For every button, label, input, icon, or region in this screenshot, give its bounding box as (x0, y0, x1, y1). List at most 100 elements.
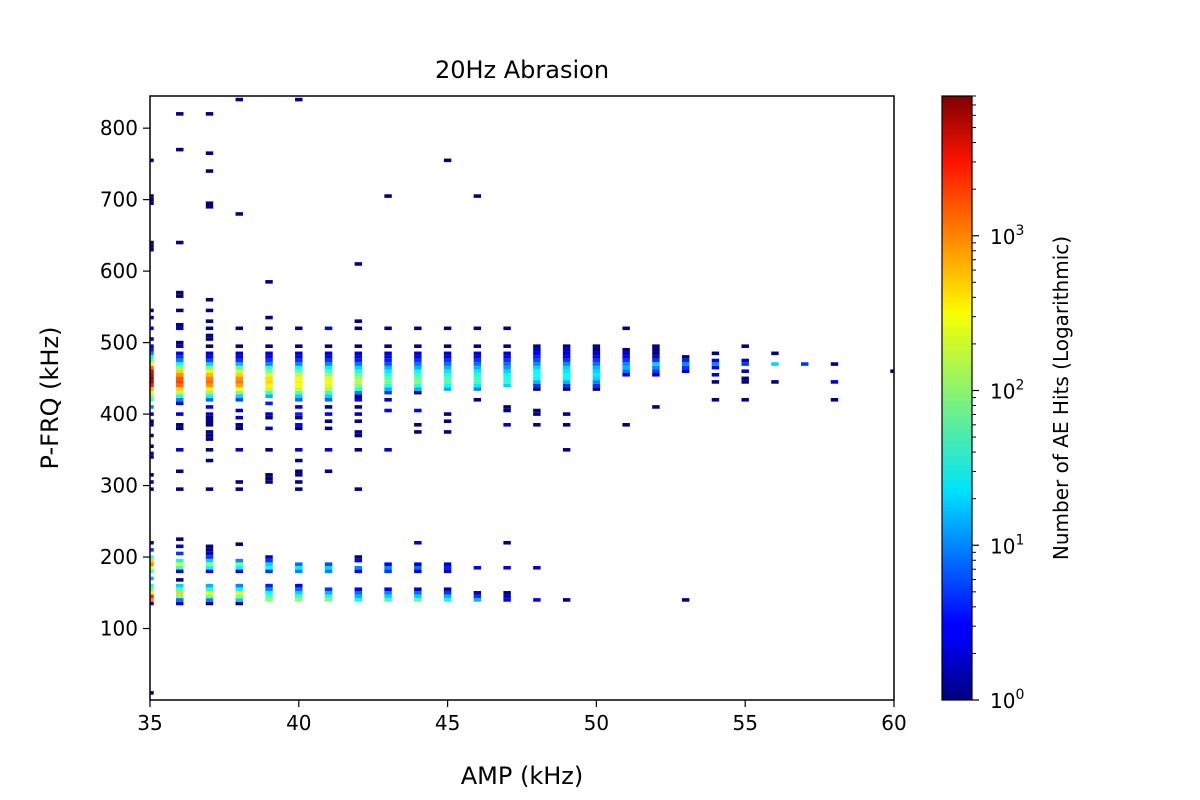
heatmap-cell (384, 390, 392, 395)
heatmap-cell (150, 351, 154, 356)
heatmap-cell (235, 372, 243, 377)
heatmap-cell (503, 351, 511, 356)
y-tick-label: 800 (100, 116, 138, 140)
heatmap-cell (205, 598, 214, 602)
heatmap-cell (384, 594, 392, 599)
heatmap-cell (562, 358, 571, 363)
heatmap-cell (354, 387, 363, 391)
heatmap-cell (384, 562, 392, 566)
heatmap-cell (205, 372, 214, 377)
heatmap-cell (324, 565, 333, 570)
heatmap-cell (150, 383, 154, 388)
heatmap-cell (176, 601, 184, 606)
heatmap-cell (176, 412, 184, 416)
heatmap-cell (384, 365, 392, 370)
heatmap-cell (150, 362, 154, 366)
heatmap-cell (354, 598, 363, 602)
heatmap-cell (622, 351, 630, 356)
x-axis-label: AMP (kHz) (461, 762, 584, 790)
heatmap-cell (235, 583, 243, 588)
heatmap-cell (150, 412, 154, 416)
heatmap-cell (354, 587, 363, 591)
y-tick-label: 300 (100, 474, 138, 498)
heatmap-cell (503, 372, 511, 377)
heatmap-cell (324, 405, 333, 409)
heatmap-cell (771, 362, 779, 366)
heatmap-cell (443, 419, 452, 424)
heatmap-cell (205, 344, 214, 348)
heatmap-cell (711, 398, 720, 402)
heatmap-cell (503, 365, 511, 370)
heatmap-cell (384, 565, 392, 570)
heatmap-cell (295, 365, 303, 370)
heatmap-cell (622, 326, 630, 331)
heatmap-cell (295, 351, 303, 356)
x-axis: 35 40 45 50 55 60 (137, 700, 907, 735)
heatmap-cell (205, 380, 214, 384)
heatmap-cell (150, 387, 154, 391)
heatmap-cell (414, 326, 422, 331)
heatmap-cell (622, 369, 630, 373)
heatmap-cell (533, 565, 541, 570)
heatmap-cell (533, 351, 541, 356)
heatmap-cell (503, 423, 511, 427)
heatmap-cell (741, 398, 749, 402)
heatmap-cell (235, 355, 243, 359)
heatmap-cell (533, 380, 541, 384)
heatmap-cell (235, 398, 243, 402)
heatmap-cell (265, 369, 273, 373)
heatmap-cell (235, 380, 243, 384)
heatmap-cell (384, 194, 392, 198)
heatmap-cell (414, 369, 422, 373)
heatmap-cell (235, 565, 243, 570)
heatmap-cell (354, 376, 363, 381)
heatmap-cell (235, 383, 243, 388)
heatmap-cell (324, 412, 333, 416)
heatmap-cell (473, 565, 482, 570)
heatmap-cell (235, 212, 243, 216)
heatmap-cell (354, 412, 363, 416)
heatmap-cell (324, 355, 333, 359)
heatmap-cell (562, 598, 571, 602)
heatmap-cell (681, 598, 690, 602)
heatmap-cell (235, 487, 243, 491)
heatmap-cell (384, 408, 392, 413)
heatmap-cell (354, 590, 363, 595)
heatmap-cell (150, 558, 154, 563)
heatmap-cell (592, 344, 601, 348)
heatmap-cell (176, 369, 184, 373)
heatmap-cell (150, 369, 154, 373)
heatmap-cell (384, 326, 392, 331)
heatmap-cell (235, 562, 243, 566)
heatmap-cell (150, 569, 154, 574)
x-tick-label: 35 (137, 711, 162, 735)
heatmap-cell (205, 151, 214, 155)
y-axis: 100 200 300 400 500 600 700 800 (100, 116, 150, 641)
heatmap-cell (235, 387, 243, 391)
heatmap-cell (443, 326, 452, 331)
heatmap-cell (265, 590, 273, 595)
heatmap-cell (295, 587, 303, 591)
heatmap-cell (533, 362, 541, 366)
heatmap-cell (562, 448, 571, 452)
heatmap-cell (711, 365, 720, 370)
heatmap-cell (205, 601, 214, 606)
heatmap-cell (384, 383, 392, 388)
heatmap-cell (150, 487, 154, 491)
heatmap-cell (354, 355, 363, 359)
heatmap-cell (562, 344, 571, 348)
heatmap-cell (150, 594, 154, 599)
heatmap-cell (205, 569, 214, 574)
heatmap-cell (324, 419, 333, 424)
plot-area-frame (149, 95, 895, 701)
heatmap-cell (384, 398, 392, 402)
heatmap-cell (384, 372, 392, 377)
heatmap-cell (890, 369, 894, 373)
heatmap-cell (443, 412, 452, 416)
heatmap-cell (176, 240, 184, 245)
heatmap-cell (235, 542, 243, 546)
heatmap-cell (324, 372, 333, 377)
heatmap-cell (265, 280, 273, 284)
heatmap-cell (265, 376, 273, 381)
heatmap-cell (503, 598, 511, 602)
